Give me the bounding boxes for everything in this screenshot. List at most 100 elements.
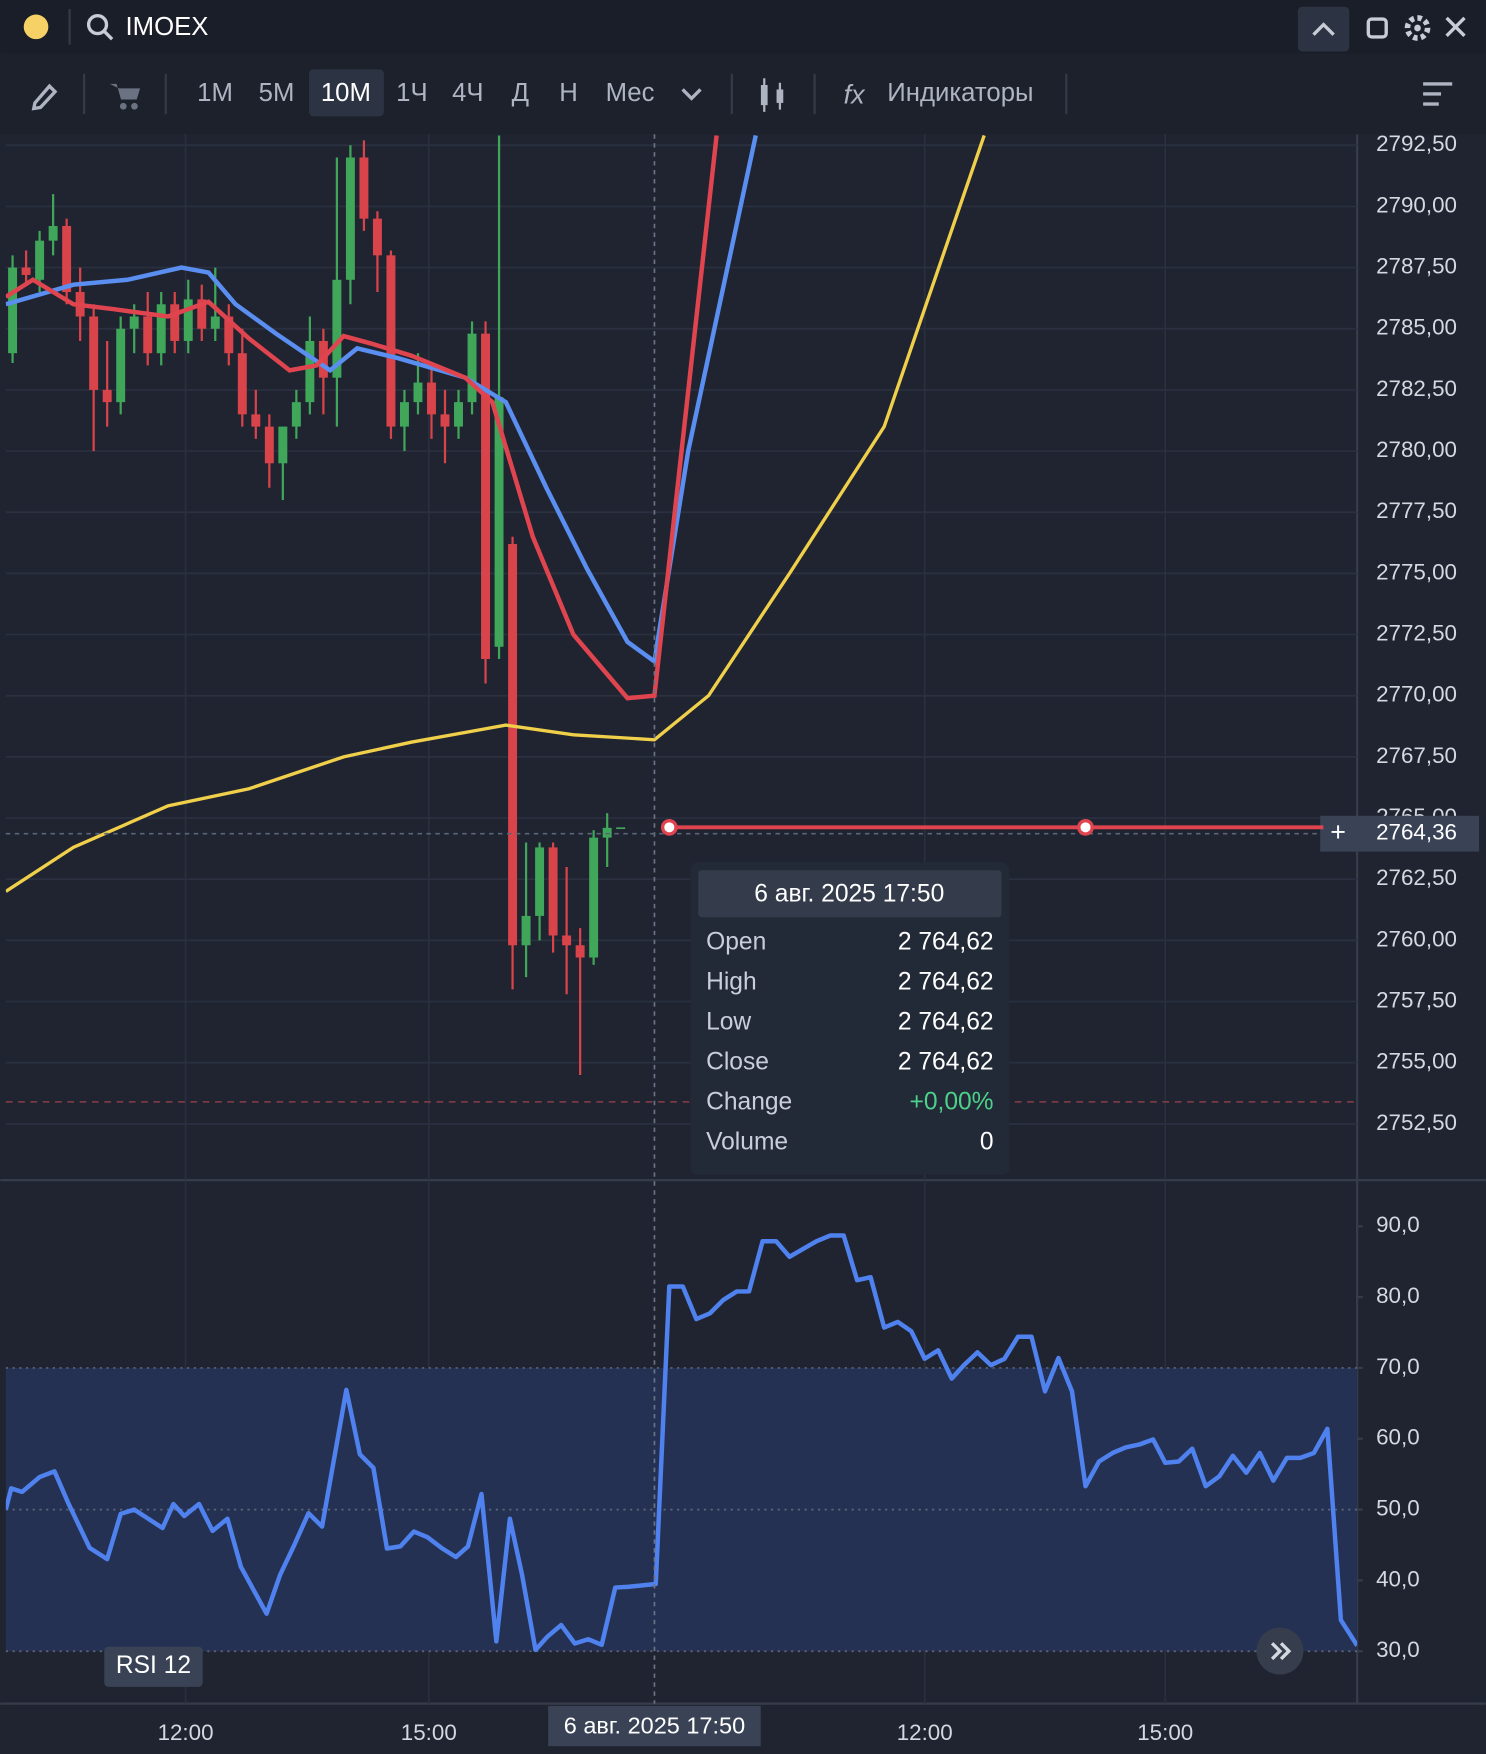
candle-body	[332, 279, 342, 378]
y-tick-label: 2782,50	[1376, 376, 1457, 401]
y-tick-label: 2760,00	[1376, 926, 1457, 951]
y-tick-label: 2772,50	[1376, 620, 1457, 645]
candle-body	[8, 267, 18, 354]
settings-button[interactable]	[1404, 15, 1431, 41]
timeframe-button[interactable]: Н	[559, 79, 578, 107]
candle-body	[372, 218, 382, 256]
symbol[interactable]: IMOEX	[126, 13, 209, 41]
x-tick-label: 12:00	[158, 1720, 214, 1745]
candle-body	[237, 353, 247, 415]
timeframe-button[interactable]: 1Ч	[396, 79, 427, 107]
toolbar	[0, 53, 1486, 135]
y-tick-label: 2755,00	[1376, 1049, 1457, 1074]
tooltip-value: 2 764,62	[898, 1009, 994, 1036]
plus-icon[interactable]: +	[1330, 817, 1346, 847]
candle-body	[454, 402, 463, 427]
y-tick-label: 70,0	[1376, 1354, 1420, 1379]
y-tick-label: 2775,00	[1376, 559, 1457, 584]
rsi-band	[5, 1367, 1358, 1652]
menu-button[interactable]	[1423, 82, 1453, 106]
x-tick-label: 12:00	[897, 1720, 953, 1745]
indicators-button[interactable]: Индикаторы	[887, 79, 1033, 107]
candle-body	[197, 299, 207, 329]
chart-type-button[interactable]	[760, 78, 784, 112]
timeframe-button[interactable]: 10М	[321, 79, 371, 107]
candle-body	[210, 316, 220, 329]
candle-body	[575, 945, 585, 958]
cart-button[interactable]	[109, 83, 141, 110]
y-tick-label: 2792,50	[1376, 131, 1457, 156]
candle-body	[427, 382, 436, 415]
tooltip-label: Change	[706, 1089, 792, 1116]
candle-body	[116, 328, 126, 403]
title-bar	[0, 0, 1486, 54]
tooltip-title: 6 авг. 2025 17:50	[754, 880, 944, 907]
candle-body	[183, 299, 193, 341]
y-tick-label: 2787,50	[1376, 253, 1457, 278]
candle-body	[589, 837, 599, 958]
candle-body	[562, 935, 572, 946]
timeframe-button[interactable]: 4Ч	[452, 79, 483, 107]
tooltip-label: Low	[706, 1009, 751, 1036]
candle-body	[224, 316, 234, 354]
y-tick-label: 2780,00	[1376, 437, 1457, 462]
rsi-label: RSI 12	[116, 1652, 191, 1679]
candle-body	[548, 847, 558, 936]
rsi-lines	[5, 1233, 1358, 1653]
y-tick-label: 40,0	[1376, 1566, 1420, 1591]
y-tick-label: 80,0	[1376, 1283, 1420, 1308]
candle-body	[413, 382, 423, 403]
candle-body	[494, 397, 504, 647]
timeframe-dropdown[interactable]	[681, 88, 702, 101]
candle-body	[156, 304, 166, 354]
y-tick-label: 2790,00	[1376, 192, 1457, 217]
candle-body	[467, 333, 477, 403]
candle-body	[102, 389, 112, 403]
search-icon[interactable]	[86, 13, 114, 41]
rsi-label-box	[104, 1646, 203, 1687]
close-button[interactable]	[1445, 16, 1466, 37]
candle-body	[535, 847, 545, 916]
level-handle[interactable]	[660, 818, 678, 836]
scroll-icon	[1270, 1642, 1292, 1661]
tooltip-header	[698, 870, 1002, 918]
candle-body	[48, 225, 58, 241]
rsi-line	[5, 1233, 1358, 1653]
collapse-icon	[1312, 22, 1335, 36]
candle-body	[399, 402, 409, 427]
candle-body	[345, 157, 355, 280]
timeframe-button[interactable]: 1М	[197, 79, 233, 107]
draw-tool[interactable]	[31, 83, 58, 111]
level-handle[interactable]	[1077, 818, 1094, 836]
tooltip-value: 2 764,62	[898, 928, 994, 955]
collapse-button[interactable]	[1297, 6, 1350, 52]
y-tick-label: 2777,50	[1376, 498, 1457, 523]
candle-body	[35, 240, 45, 280]
y-tick-label: 2762,50	[1376, 865, 1457, 890]
x-tick-label: 15:00	[1137, 1720, 1193, 1745]
candle-body	[291, 402, 301, 427]
tooltip-label: Volume	[706, 1129, 788, 1156]
fx-icon[interactable]: fx	[844, 79, 866, 109]
indicator-line	[5, 134, 758, 666]
candle-body	[21, 267, 31, 275]
y-tick-label: 90,0	[1376, 1212, 1420, 1237]
rsi-pane: 30,0 40,0 50,0 60,0 70,0 80,0 90,0 RSI 12	[5, 1182, 1420, 1704]
timeframe-button[interactable]: 5М	[259, 79, 295, 107]
candle-body	[143, 316, 153, 354]
candle-body	[129, 316, 139, 329]
maximize-button[interactable]	[1366, 17, 1388, 39]
status-dot	[23, 14, 49, 40]
tooltip-label: Close	[706, 1049, 769, 1076]
tooltip-label: Open	[706, 928, 766, 955]
candle-body	[251, 414, 261, 427]
timeframe-button[interactable]: Мес	[606, 79, 655, 107]
candle-body	[440, 414, 450, 427]
timeframe-button[interactable]: Д	[512, 79, 529, 107]
x-tick-label: 15:00	[401, 1720, 457, 1745]
crosshair-label-box	[548, 1705, 761, 1747]
candle-body	[264, 426, 274, 464]
candle-body	[278, 426, 288, 464]
indicator-line	[5, 134, 986, 893]
